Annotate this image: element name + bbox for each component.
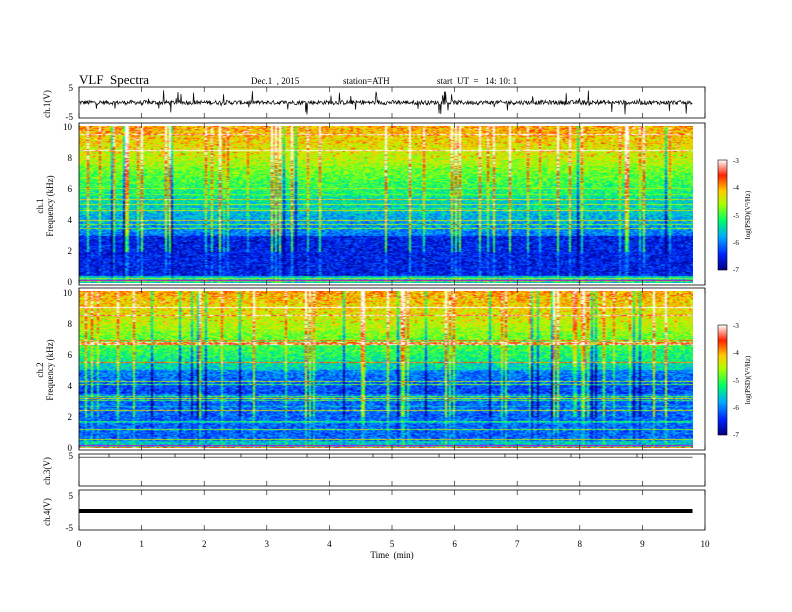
ch1-freq-tick-4: 4: [68, 215, 73, 225]
station-label: station=ATH: [343, 76, 390, 86]
ch2-colorbar: -3 -4 -5 -6 -7 log(PSD)(V²/Hz): [717, 322, 752, 439]
ch2-spectrogram-image: [79, 291, 693, 448]
ch1-spectrogram-yticks: 10 8 6 4 2 0: [63, 122, 73, 287]
ch2-spectrogram-ylabel: ch.2Frequency (kHz): [35, 339, 55, 400]
ch1-cb-tick-m3: -3: [733, 157, 739, 165]
ch1-cb-tick-m4: -4: [733, 184, 739, 192]
ch2-cb-tick-m7: -7: [733, 431, 739, 439]
ch1-freq-tick-6: 6: [68, 184, 73, 194]
x-tick-label: 5: [390, 539, 395, 549]
start-time-label: start UT = 14: 10: 1: [437, 76, 517, 86]
ch2-freq-tick-8: 8: [68, 319, 73, 329]
ch2-freq-tick-6: 6: [68, 350, 73, 360]
ch3-waveform-trace: [79, 454, 693, 458]
ch2-cb-tick-m5: -5: [733, 377, 739, 385]
ch2-freq-tick-0: 0: [68, 443, 73, 453]
figure-title: VLF Spectra: [79, 72, 149, 87]
ch3-ytick-top: 5: [69, 451, 74, 461]
ch2-freq-tick-2: 2: [68, 412, 73, 422]
ch1-freq-tick-8: 8: [68, 153, 73, 163]
ch1-cb-tick-m5: -5: [733, 212, 739, 220]
x-tick-label: 0: [77, 539, 82, 549]
ch2-cb-tick-m6: -6: [733, 404, 739, 412]
ch1-freq-tick-10: 10: [63, 122, 73, 132]
ch1-cb-tick-m7: -7: [733, 266, 739, 274]
x-tick-label: 10: [701, 539, 711, 549]
ch3-ylabel: ch.3(V): [42, 457, 52, 485]
ch4-ylabel: ch.4(V): [42, 498, 52, 526]
ch2-freq-tick-4: 4: [68, 381, 73, 391]
ch2-spectrogram-yticks: 10 8 6 4 2 0: [63, 288, 73, 453]
ch1-spectrogram-image: [79, 126, 693, 283]
ch2-spectrogram-panel: 10 8 6 4 2 0 ch.2Frequency (kHz): [35, 287, 706, 453]
ch4-ytick-top: 5: [69, 491, 74, 501]
ch1-freq-tick-2: 2: [68, 246, 73, 256]
x-tick-label: 1: [139, 539, 144, 549]
ch4-waveform-trace: [79, 509, 693, 513]
time-axis-label: Time (min): [370, 550, 413, 560]
ch1-waveform-trace: [78, 90, 693, 115]
ch2-cb-tick-m3: -3: [733, 322, 739, 330]
ch1-colorbar-label: log(PSD)(V²/Hz): [744, 190, 752, 239]
ch2-cb-tick-m4: -4: [733, 349, 739, 357]
date-label: Dec.1 , 2015: [251, 76, 300, 86]
ch2-freq-tick-10: 10: [63, 288, 73, 298]
ch2-colorbar-scale: [717, 324, 728, 436]
time-axis-ticks: [78, 87, 706, 530]
ch1-spectrogram-panel: 10 8 6 4 2 0 ch.1Frequency (kHz): [35, 122, 706, 287]
ch2-colorbar-label: log(PSD)(V²/Hz): [744, 355, 752, 404]
ch1-spectrogram-ylabel: ch.1Frequency (kHz): [35, 175, 55, 236]
ch1-ytick-top: 5: [69, 83, 74, 93]
ch1-ytick-bottom: -5: [66, 112, 74, 122]
x-tick-label: 8: [578, 539, 583, 549]
x-tick-label: 7: [515, 539, 520, 549]
x-tick-label: 3: [265, 539, 270, 549]
ch1-cb-tick-m6: -6: [733, 239, 739, 247]
ch4-ytick-bottom: -5: [66, 523, 74, 533]
x-tick-label: 4: [327, 539, 332, 549]
ch1-freq-tick-0: 0: [68, 277, 73, 287]
x-tick-label: 2: [202, 539, 207, 549]
x-tick-label: 9: [640, 539, 645, 549]
ch1-colorbar: -3 -4 -5 -6 -7 log(PSD)(V²/Hz): [717, 157, 752, 274]
x-tick-label: 6: [452, 539, 457, 549]
ch1-ylabel: ch.1(V): [42, 90, 52, 118]
ch1-colorbar-scale: [717, 159, 728, 271]
time-axis-tick-labels: 0 1 2 3 4 5 6 7 8 9 10: [77, 539, 710, 549]
